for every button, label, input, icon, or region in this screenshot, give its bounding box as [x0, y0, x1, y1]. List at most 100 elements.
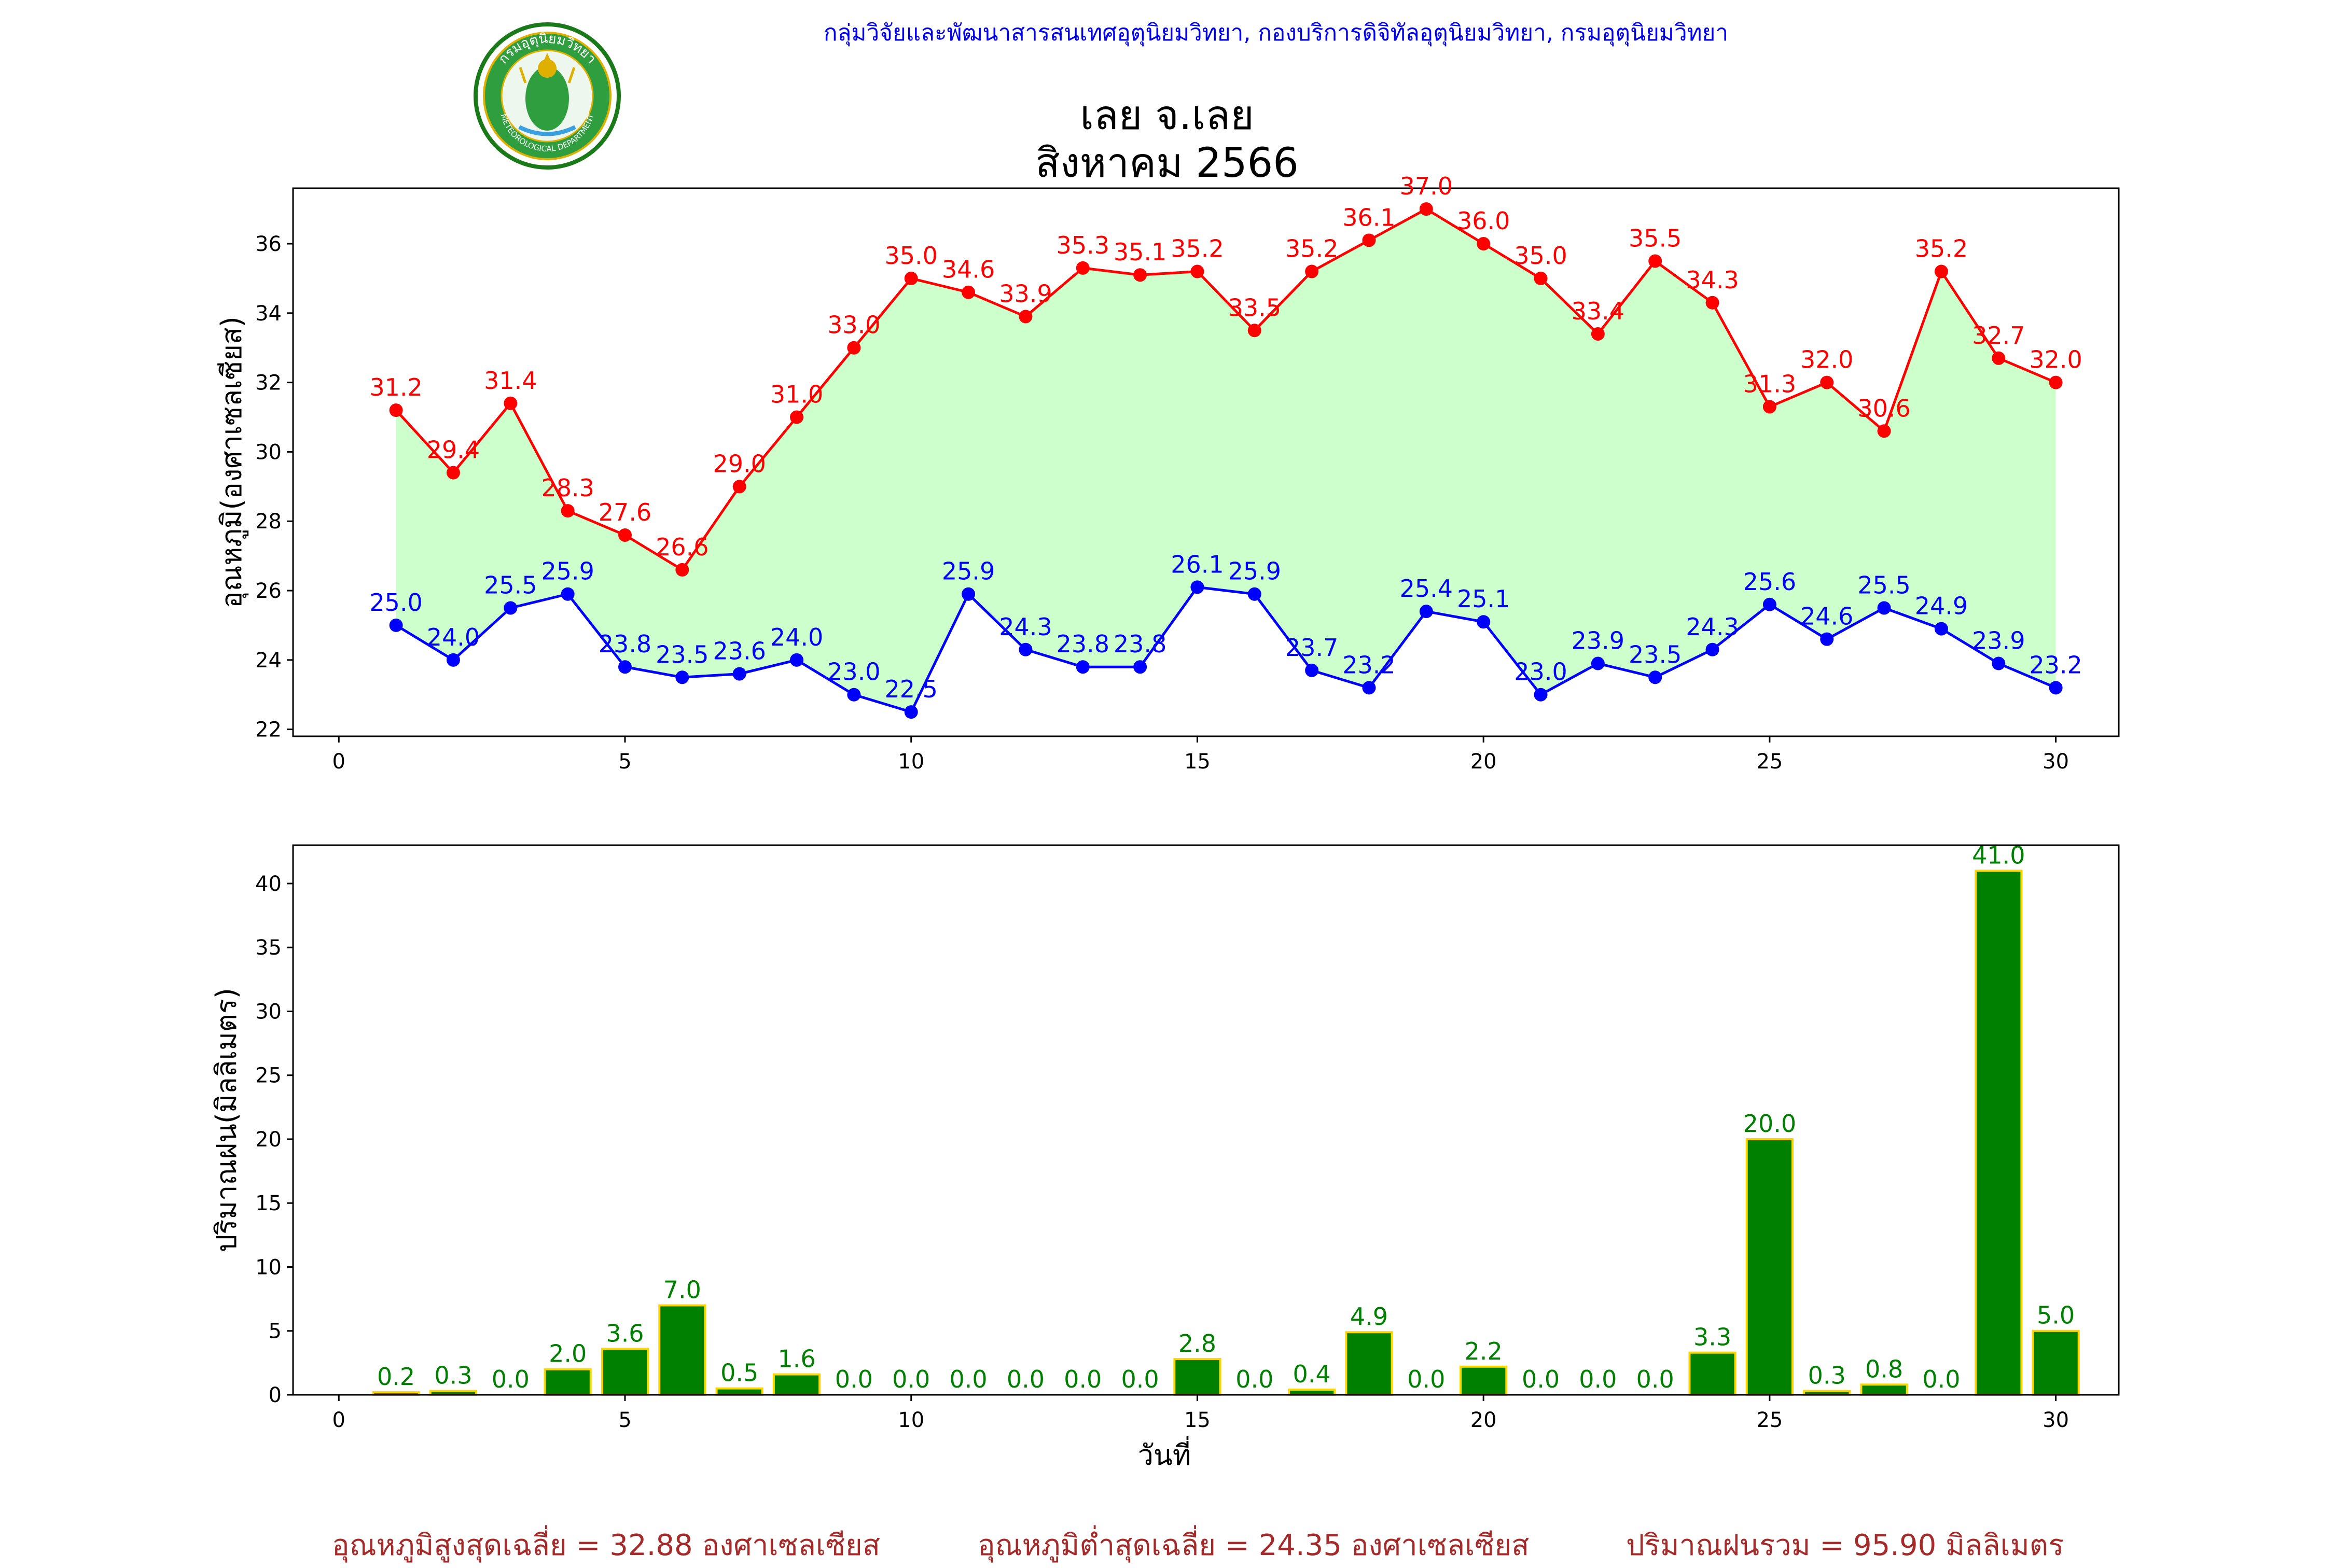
plot-frame: [292, 187, 2120, 737]
org-header: กลุ่มวิจัยและพัฒนาสารสนเทศอุตุนิยมวิทยา,…: [823, 20, 1729, 46]
x-tick-label: 10: [898, 1408, 924, 1432]
max-temp-point: [1534, 271, 1548, 285]
max-temp-value-label: 35.1: [1114, 238, 1166, 266]
min-temp-point: [1934, 622, 1948, 636]
min-temp-point: [1591, 656, 1605, 670]
x-tick-label: 25: [1756, 1408, 1783, 1432]
min-temp-value-label: 25.1: [1457, 585, 1510, 613]
rain-value-label: 0.5: [720, 1359, 758, 1387]
x-tick-label: 0: [332, 750, 345, 773]
max-temp-point: [1477, 237, 1491, 251]
max-temp-value-label: 36.1: [1342, 203, 1395, 231]
y-tick-label: 15: [255, 1192, 282, 1215]
max-temp-value-label: 31.4: [484, 367, 537, 395]
min-temp-value-label: 24.0: [427, 623, 480, 651]
y-tick-label: 20: [255, 1128, 282, 1152]
min-temp-point: [1762, 597, 1776, 611]
x-tick-label: 25: [1756, 750, 1783, 773]
y-tick-label: 40: [255, 872, 282, 896]
max-temp-value-label: 37.0: [1400, 176, 1453, 200]
x-tick-label: 30: [2043, 1408, 2069, 1432]
min-temp-point: [1820, 632, 1834, 646]
rain-value-label: 0.0: [492, 1365, 530, 1393]
min-temp-value-label: 23.0: [827, 658, 880, 686]
rain-value-label: 0.8: [1865, 1355, 1903, 1383]
min-temp-point: [618, 660, 632, 674]
min-temp-value-label: 24.3: [1686, 613, 1739, 641]
max-temp-point: [1076, 261, 1090, 275]
min-temp-value-label: 24.3: [999, 613, 1052, 641]
x-tick-label: 30: [2043, 750, 2069, 773]
rain-value-label: 20.0: [1743, 1110, 1796, 1138]
min-temp-value-label: 25.9: [1228, 557, 1281, 585]
max-temp-value-label: 34.6: [942, 256, 995, 284]
max-temp-point: [1648, 254, 1662, 268]
max-temp-value-label: 29.0: [713, 450, 766, 478]
y-axis-label: ปริมาณฝน(มิลลิเมตร): [210, 988, 243, 1252]
y-tick-label: 10: [255, 1255, 282, 1279]
max-temp-point: [962, 285, 976, 299]
min-temp-value-label: 25.0: [369, 589, 422, 617]
rain-value-label: 7.0: [663, 1276, 701, 1304]
max-temp-point: [1133, 268, 1147, 282]
max-temp-value-label: 32.7: [1972, 321, 2025, 349]
y-tick-label: 22: [255, 718, 282, 742]
max-temp-line: [395, 207, 2057, 572]
min-temp-point: [446, 653, 460, 667]
min-temp-point: [1705, 642, 1719, 656]
rain-value-label: 0.0: [949, 1365, 987, 1393]
summary-avg-max-temp: อุณหภูมิสูงสุดเฉลี่ย = 32.88 องศาเซลเซีย…: [332, 1529, 881, 1562]
min-temp-point: [504, 601, 518, 615]
rain-value-label: 0.0: [1235, 1365, 1273, 1393]
min-temp-point: [732, 667, 746, 681]
rain-bar: [1173, 1357, 1221, 1396]
y-tick-label: 0: [269, 1383, 282, 1407]
min-temp-point: [1362, 681, 1376, 695]
max-temp-point: [904, 271, 918, 285]
rain-value-label: 2.8: [1178, 1329, 1216, 1357]
min-temp-value-label: 23.6: [713, 637, 766, 665]
min-temp-value-label: 24.0: [770, 623, 823, 651]
max-temp-point: [1762, 400, 1776, 414]
max-temp-value-label: 33.9: [999, 280, 1052, 308]
summary-avg-min-temp: อุณหภูมิต่ำสุดเฉลี่ย = 24.35 องศาเซลเซีย…: [978, 1529, 1530, 1562]
rain-value-label: 0.0: [1636, 1365, 1674, 1393]
rain-value-label: 0.0: [1922, 1365, 1960, 1393]
y-tick-label: 24: [255, 649, 282, 673]
y-tick-label: 36: [255, 232, 282, 256]
y-axis-label: อุณหภูมิ(องศาเซลเซียส): [215, 316, 249, 608]
min-temp-value-label: 23.2: [2029, 651, 2082, 679]
min-temp-point: [1419, 605, 1433, 619]
max-temp-value-label: 28.3: [541, 474, 594, 502]
max-temp-value-label: 31.3: [1743, 370, 1796, 398]
plot-frame: [292, 844, 2120, 1396]
rain-value-label: 0.0: [1407, 1365, 1445, 1393]
max-temp-value-label: 33.0: [827, 311, 880, 339]
max-temp-value-label: 30.6: [1857, 394, 1910, 422]
min-temp-point: [1534, 688, 1548, 702]
y-tick-label: 30: [255, 440, 282, 464]
max-temp-point: [2049, 375, 2063, 389]
max-temp-value-label: 35.3: [1057, 231, 1109, 259]
rain-value-label: 3.3: [1693, 1323, 1731, 1351]
rain-value-label: 0.3: [1808, 1362, 1846, 1390]
max-temp-value-label: 35.2: [1285, 235, 1338, 263]
rain-value-label: 2.2: [1465, 1337, 1503, 1365]
rain-bar: [2032, 1329, 2080, 1396]
temperature-range-fill: [396, 209, 2056, 712]
max-temp-point: [1247, 324, 1261, 338]
min-temp-value-label: 25.9: [942, 557, 995, 585]
min-temp-value-label: 24.6: [1800, 603, 1853, 631]
rain-value-label: 3.6: [606, 1319, 644, 1347]
y-tick-label: 28: [255, 510, 282, 534]
min-temp-value-label: 25.5: [484, 571, 537, 599]
rain-value-label: 0.0: [1579, 1365, 1617, 1393]
rain-value-label: 0.2: [377, 1363, 415, 1391]
max-temp-value-label: 29.4: [427, 436, 480, 464]
max-temp-point: [675, 563, 689, 577]
rain-value-label: 0.0: [1007, 1365, 1045, 1393]
max-temp-value-label: 26.6: [656, 533, 708, 561]
min-temp-value-label: 23.2: [1342, 651, 1395, 679]
rain-value-label: 0.4: [1293, 1360, 1331, 1388]
y-tick-label: 25: [255, 1064, 282, 1088]
